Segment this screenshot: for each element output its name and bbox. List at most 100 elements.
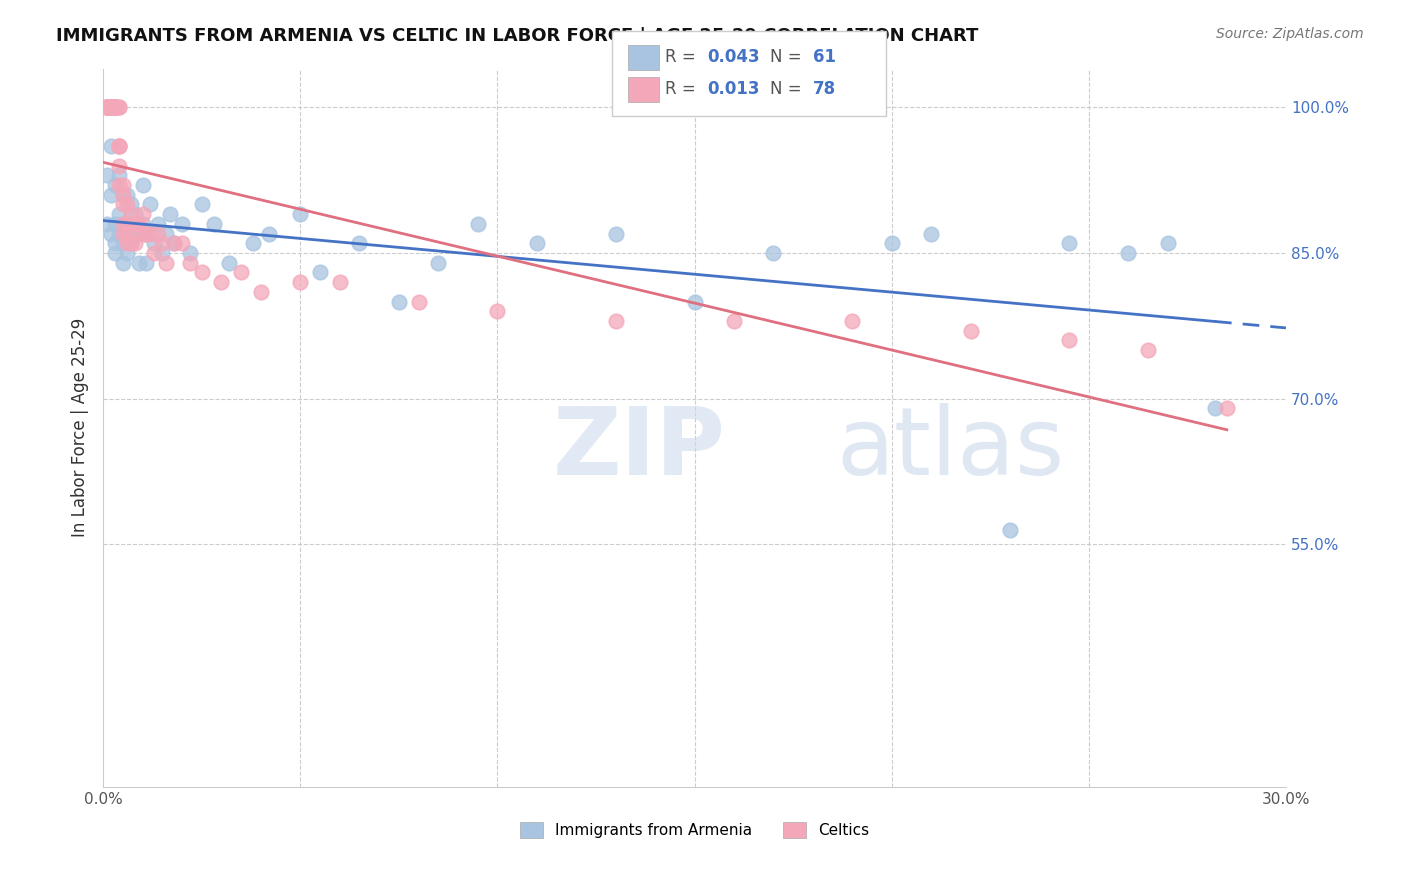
- Point: [104, 100, 127, 114]
- Point: [179, 246, 201, 260]
- Point: [96, 100, 118, 114]
- Point: [218, 256, 240, 270]
- Point: [100, 100, 122, 114]
- Point: [96, 100, 118, 114]
- Point: [1216, 401, 1239, 416]
- Text: R =: R =: [665, 80, 696, 98]
- Point: [104, 100, 127, 114]
- Point: [683, 294, 706, 309]
- Text: N =: N =: [770, 80, 801, 98]
- Point: [108, 139, 131, 153]
- Point: [139, 197, 162, 211]
- Point: [115, 217, 138, 231]
- Point: [124, 217, 146, 231]
- Point: [111, 217, 134, 231]
- Point: [143, 236, 166, 251]
- Point: [108, 139, 131, 153]
- Text: R =: R =: [665, 48, 696, 66]
- Point: [96, 169, 118, 183]
- Point: [159, 207, 181, 221]
- Point: [128, 256, 150, 270]
- Point: [163, 236, 186, 251]
- Text: ZIP: ZIP: [553, 403, 725, 495]
- Point: [111, 178, 134, 192]
- Point: [250, 285, 273, 299]
- Point: [290, 207, 312, 221]
- Point: [229, 265, 252, 279]
- Point: [104, 178, 127, 192]
- Point: [120, 207, 142, 221]
- Point: [96, 100, 118, 114]
- Point: [100, 227, 122, 241]
- Text: 0.013: 0.013: [707, 80, 759, 98]
- Point: [605, 314, 627, 328]
- Point: [408, 294, 430, 309]
- Point: [467, 217, 489, 231]
- Point: [120, 197, 142, 211]
- Point: [100, 100, 122, 114]
- Point: [96, 100, 118, 114]
- Point: [329, 275, 352, 289]
- Point: [108, 139, 131, 153]
- Point: [349, 236, 371, 251]
- Point: [242, 236, 264, 251]
- Y-axis label: In Labor Force | Age 25-29: In Labor Force | Age 25-29: [72, 318, 89, 538]
- Point: [309, 265, 332, 279]
- Point: [100, 187, 122, 202]
- Point: [959, 324, 981, 338]
- Point: [108, 227, 131, 241]
- Point: [762, 246, 785, 260]
- Point: [96, 217, 118, 231]
- Point: [170, 217, 193, 231]
- Point: [115, 236, 138, 251]
- Point: [920, 227, 942, 241]
- Point: [170, 236, 193, 251]
- Legend: Immigrants from Armenia, Celtics: Immigrants from Armenia, Celtics: [513, 816, 875, 844]
- Point: [96, 100, 118, 114]
- Point: [115, 246, 138, 260]
- Point: [998, 523, 1021, 537]
- Point: [104, 100, 127, 114]
- Point: [96, 100, 118, 114]
- Point: [108, 178, 131, 192]
- Point: [257, 227, 280, 241]
- Point: [96, 100, 118, 114]
- Point: [100, 100, 122, 114]
- Text: 61: 61: [813, 48, 835, 66]
- Point: [96, 100, 118, 114]
- Point: [104, 217, 127, 231]
- Text: Source: ZipAtlas.com: Source: ZipAtlas.com: [1216, 27, 1364, 41]
- Point: [124, 227, 146, 241]
- Point: [111, 187, 134, 202]
- Point: [880, 236, 903, 251]
- Point: [131, 207, 153, 221]
- Point: [1057, 236, 1080, 251]
- Text: N =: N =: [770, 48, 801, 66]
- Point: [135, 256, 157, 270]
- Point: [104, 100, 127, 114]
- Point: [104, 100, 127, 114]
- Point: [148, 227, 170, 241]
- Point: [155, 227, 177, 241]
- Point: [150, 236, 173, 251]
- Point: [1136, 343, 1159, 358]
- Point: [104, 246, 127, 260]
- Point: [104, 236, 127, 251]
- Point: [104, 100, 127, 114]
- Point: [841, 314, 863, 328]
- Point: [209, 275, 232, 289]
- Point: [111, 187, 134, 202]
- Point: [131, 227, 153, 241]
- Point: [111, 227, 134, 241]
- Point: [124, 236, 146, 251]
- Text: 0.043: 0.043: [707, 48, 759, 66]
- Point: [155, 256, 177, 270]
- Point: [100, 100, 122, 114]
- Point: [526, 236, 548, 251]
- Point: [202, 217, 225, 231]
- Point: [108, 100, 131, 114]
- Point: [1057, 334, 1080, 348]
- Point: [163, 236, 186, 251]
- Point: [108, 207, 131, 221]
- Point: [128, 217, 150, 231]
